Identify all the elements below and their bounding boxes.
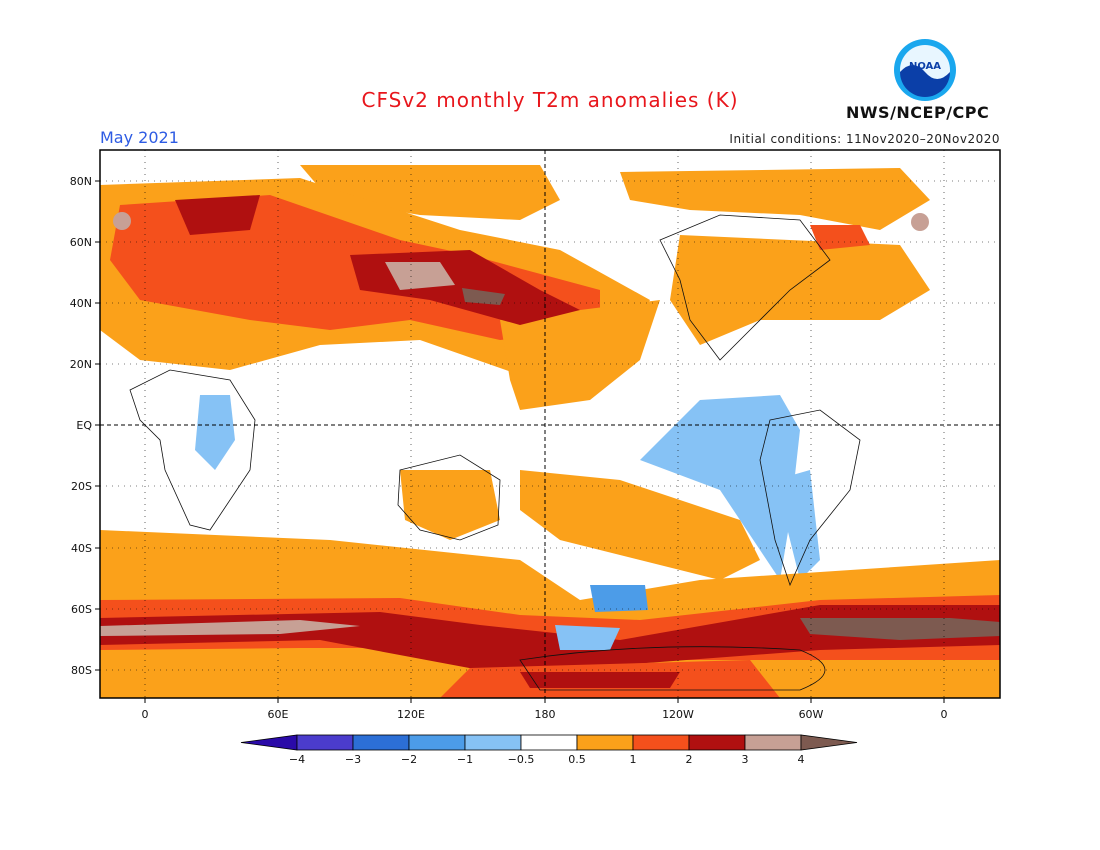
anomaly-region-north-america <box>670 235 930 345</box>
anomaly-spot-greenland-peak <box>911 213 929 231</box>
colorbar-box <box>296 734 354 751</box>
longitude-label: 180 <box>535 708 556 721</box>
latitude-label: 80S <box>71 664 92 677</box>
latitude-label: 40S <box>71 542 92 555</box>
latitude-label: 20S <box>71 480 92 493</box>
anomaly-region-scandinavia-dark <box>175 195 260 235</box>
colorbar-tick-label: 0.5 <box>568 753 586 766</box>
colorbar-tick-label: −3 <box>345 753 361 766</box>
anomaly-region-antarctic-peak-west <box>100 620 360 636</box>
colorbar-box <box>520 734 578 751</box>
latitude-label: 60S <box>71 603 92 616</box>
anomaly-region-antarctic-dark <box>100 605 1000 670</box>
colorbar-tick-label: 1 <box>630 753 637 766</box>
anomaly-region-tropical-pacific-cool <box>640 395 800 580</box>
longitude-label: 120W <box>662 708 694 721</box>
anomaly-region-east-africa-cool <box>195 395 235 470</box>
forecast-month: May 2021 <box>100 128 179 147</box>
latitude-label: 80N <box>70 175 92 188</box>
colorbar-tick-label: −0.5 <box>508 753 535 766</box>
anomaly-region-arctic-pacific <box>300 165 560 220</box>
graticule <box>100 150 1000 698</box>
colorbar-box <box>632 734 690 751</box>
noaa-logo: NOAA <box>894 39 956 101</box>
latitude-label: EQ <box>76 419 92 432</box>
anomaly-region-north-pacific <box>500 300 660 410</box>
colorbar-box <box>408 734 466 751</box>
colorbar-tick-label: 4 <box>798 753 805 766</box>
longitude-axis: 0 60E 120E 180 120W 60W 0 <box>142 698 948 721</box>
map-title: CFSv2 monthly T2m anomalies (K) <box>361 88 739 112</box>
anomaly-region-japan-peak <box>462 288 505 305</box>
colorbar-tick-label: −1 <box>457 753 473 766</box>
initial-conditions: Initial conditions: 11Nov2020–20Nov2020 <box>729 132 1000 146</box>
colorbar-arrow-high <box>800 734 858 751</box>
colorbar-tick-label: −2 <box>401 753 417 766</box>
longitude-label: 60W <box>799 708 824 721</box>
anomaly-field <box>100 150 1000 698</box>
colorbar-box <box>576 734 634 751</box>
colorbar-box <box>688 734 746 751</box>
longitude-label: 0 <box>142 708 149 721</box>
map-frame <box>99 149 1001 699</box>
latitude-label: 60N <box>70 236 92 249</box>
colorbar-box <box>464 734 522 751</box>
anomaly-spot-arctic-peak <box>113 212 131 230</box>
latitude-label: 40N <box>70 297 92 310</box>
colorbar: −4 −3 −2 −1 −0.5 0.5 1 2 3 4 <box>240 734 858 766</box>
anomaly-region-arctic-atlantic <box>620 168 930 230</box>
colorbar-arrow-low <box>240 734 298 751</box>
longitude-label: 60E <box>268 708 289 721</box>
anomaly-region-east-asia-peak <box>385 262 455 290</box>
anomaly-region-ross-sea-cool <box>555 625 620 650</box>
anomaly-region-antarctic-peak-east <box>800 618 1000 640</box>
anomaly-region-south-pacific-cool <box>590 585 648 612</box>
colorbar-box <box>744 734 802 751</box>
latitude-label: 20N <box>70 358 92 371</box>
latitude-axis: 80N 60N 40N 20N EQ 20S 40S 60S 80S <box>70 175 100 677</box>
anomaly-region-south-america-cool <box>775 470 820 580</box>
longitude-label: 120E <box>397 708 425 721</box>
longitude-label: 0 <box>941 708 948 721</box>
anomaly-region-antarctica-core <box>520 672 680 688</box>
colorbar-tick-label: −4 <box>289 753 305 766</box>
colorbar-tick-label: 3 <box>742 753 749 766</box>
anomaly-region-australia <box>400 470 500 540</box>
colorbar-tick-label: 2 <box>686 753 693 766</box>
colorbar-box <box>352 734 410 751</box>
logo-text: NOAA <box>909 61 941 72</box>
agency-label: NWS/NCEP/CPC <box>846 103 990 122</box>
anomaly-region-greenland-warm <box>810 225 870 250</box>
anomaly-region-south-pacific <box>520 470 760 580</box>
